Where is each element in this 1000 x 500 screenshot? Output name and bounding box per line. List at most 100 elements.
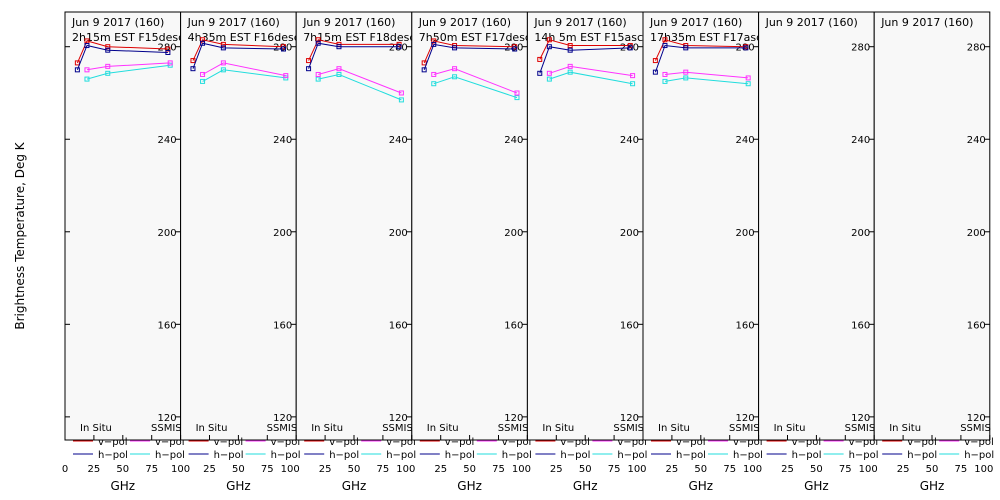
x-tick-label: 25 [666, 464, 679, 475]
x-tick-label: 75 [955, 464, 968, 475]
x-axis-label: GHz [110, 479, 135, 493]
insitu-vpol-point [84, 38, 90, 44]
x-tick-label: 50 [810, 464, 823, 475]
insitu-hpol-point [421, 67, 427, 73]
panel-title-date: Jun 9 2017 (160) [649, 16, 742, 29]
ssmis-vpol-point [283, 73, 289, 79]
y-tick-label: 200 [504, 228, 523, 239]
ssmis-hpol-point [220, 67, 226, 73]
y-tick-label: 240 [736, 135, 755, 146]
insitu-hpol-point [396, 44, 402, 50]
insitu-vpol-line [423, 40, 515, 64]
insitu-vpol-point [652, 58, 658, 64]
x-tick-label: 0 [62, 464, 68, 475]
insitu-hpol-point [431, 41, 437, 47]
x-tick-label: 75 [492, 464, 505, 475]
insitu-hpol-point [280, 46, 286, 52]
ssmis-hpol-point [452, 74, 458, 80]
panel-title-time: 14h 5m EST F15asc [534, 31, 643, 44]
panel-frame [642, 11, 760, 441]
x-axis-label: GHz [226, 479, 251, 493]
ssmis-vpol-point [431, 71, 437, 77]
ssmis-vpol-line [433, 68, 518, 94]
ssmis-hpol-line [86, 64, 171, 80]
insitu-hpol-point [84, 43, 90, 49]
panel-title-date: Jun 9 2017 (160) [765, 16, 858, 29]
insitu-hpol-point [512, 46, 518, 52]
legend-ssmis-hpol: h−pol [155, 450, 185, 461]
panel-frame [873, 11, 991, 441]
legend-insitu-hpol: h−pol [907, 450, 937, 461]
ssmis-vpol-line [549, 65, 633, 77]
insitu-vpol-point [200, 37, 206, 43]
x-tick-label: 75 [723, 464, 736, 475]
x-tick-label: 50 [926, 464, 939, 475]
legend-ssmis-title: SSMIS [960, 423, 991, 434]
insitu-vpol-point [662, 37, 668, 43]
panel-frame [411, 11, 528, 441]
ssmis-vpol-point [315, 71, 321, 77]
ssmis-vpol-point [452, 66, 458, 72]
x-tick-label: 100 [281, 464, 300, 475]
ssmis-vpol-point [745, 75, 751, 81]
y-tick-label: 160 [736, 320, 755, 331]
y-tick-label: 280 [851, 43, 870, 54]
insitu-hpol-line [539, 46, 631, 74]
legend-ssmis-vpol: v−pol [386, 437, 416, 448]
ssmis-hpol-point [336, 71, 342, 77]
legend-ssmis-hpol: h−pol [386, 450, 416, 461]
insitu-hpol-point [743, 45, 749, 51]
ssmis-hpol-point [315, 76, 321, 82]
legend-ssmis-hpol: h−pol [271, 450, 301, 461]
panel-6: Jun 9 2017 (160) 17h35m EST F17asc 120 160 2… [642, 11, 763, 493]
ssmis-vpol-point [84, 67, 90, 73]
insitu-vpol-point [421, 60, 427, 66]
legend-insitu-vpol: v−pol [792, 437, 822, 448]
panels-group: Jun 9 2017 (160)2h15m EST F15desc1201602… [62, 11, 994, 493]
insitu-hpol-point [662, 43, 668, 49]
legend-insitu-hpol: h−pol [792, 450, 822, 461]
ssmis-hpol-point [630, 81, 636, 87]
y-tick-label: 280 [967, 43, 986, 54]
legend-ssmis-vpol: v−pol [849, 437, 879, 448]
legend-insitu-vpol: v−pol [98, 437, 128, 448]
panel-title-time: 4h35m EST F16desc [188, 31, 300, 44]
y-tick-label: 240 [851, 135, 870, 146]
x-tick-label: 25 [897, 464, 910, 475]
x-tick-label: 75 [608, 464, 621, 475]
x-axis-label: GHz [457, 479, 482, 493]
panel-1: Jun 9 2017 (160) 2h15m EST F15desc 120 160 2… [62, 11, 190, 493]
panel-7: Jun 9 2017 (160) 120 160 200 240 280 25 50 75 100… [758, 11, 879, 493]
ssmis-vpol-point [336, 66, 342, 72]
x-axis-label: GHz [804, 479, 829, 493]
insitu-vpol-point [546, 37, 552, 43]
legend-insitu-title: In Situ [311, 423, 343, 434]
y-tick-label: 240 [389, 135, 408, 146]
legend-ssmis-hpol: h−pol [502, 450, 532, 461]
y-axis-label: Brightness Temperature, Deg K [13, 141, 27, 329]
ssmis-vpol-line [318, 68, 402, 94]
legend-ssmis-hpol: h−pol [733, 450, 763, 461]
legend-ssmis-title: SSMIS [151, 423, 182, 434]
insitu-vpol-line [654, 39, 746, 61]
insitu-vpol-point [537, 56, 543, 62]
legend-ssmis-hpol: h−pol [964, 450, 994, 461]
y-tick-label: 200 [967, 228, 986, 239]
insitu-vpol-point [74, 60, 80, 66]
ssmis-vpol-point [220, 60, 226, 66]
x-tick-label: 100 [512, 464, 531, 475]
legend-insitu-vpol: v−pol [214, 437, 244, 448]
insitu-hpol-point [74, 67, 80, 73]
ssmis-vpol-line [86, 62, 171, 71]
panel-title-date: Jun 9 2017 (160) [71, 16, 164, 29]
legend-insitu-title: In Situ [774, 423, 806, 434]
insitu-vpol-point [190, 58, 196, 64]
y-tick-label: 240 [504, 135, 523, 146]
ssmis-hpol-line [318, 73, 402, 101]
legend-ssmis-vpol: v−pol [964, 437, 994, 448]
y-tick-label: 240 [273, 135, 292, 146]
x-tick-label: 100 [859, 464, 878, 475]
ssmis-hpol-point [398, 97, 404, 103]
x-axis-label: GHz [920, 479, 945, 493]
